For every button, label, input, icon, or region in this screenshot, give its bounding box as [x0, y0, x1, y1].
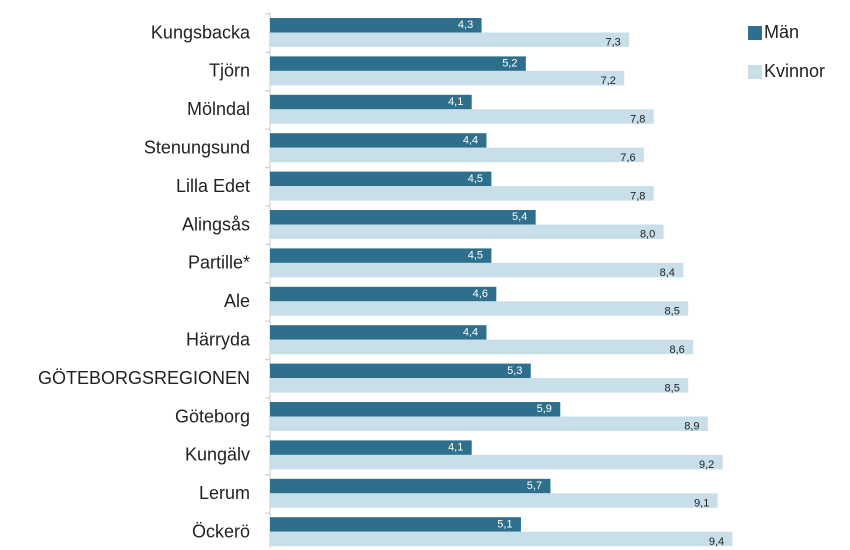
bar: [270, 18, 482, 33]
value-label: 9,4: [709, 536, 724, 548]
bar: [270, 325, 487, 340]
value-label: 4,1: [448, 96, 463, 108]
bar: [270, 94, 472, 110]
bar: [270, 339, 694, 355]
bar: [270, 133, 487, 148]
bar: [270, 147, 644, 163]
category-label: Göteborg: [175, 406, 250, 426]
value-label: 8,5: [665, 382, 680, 394]
bar: [270, 186, 654, 201]
bar: [270, 70, 625, 86]
legend-swatch: [748, 26, 762, 40]
bar: [270, 56, 526, 71]
bar: [270, 478, 551, 494]
value-label: 5,4: [512, 211, 527, 223]
category-label: Alingsås: [182, 214, 250, 234]
value-label: 7,2: [601, 75, 616, 87]
value-label: 4,6: [473, 288, 488, 300]
category-label: Lerum: [199, 483, 250, 503]
value-label: 5,3: [507, 365, 522, 377]
value-label: 5,2: [502, 58, 517, 70]
bar: [270, 32, 630, 47]
bar: [270, 531, 733, 547]
category-label: Tjörn: [209, 61, 250, 81]
bar: [270, 301, 689, 316]
bar: [270, 262, 684, 278]
legend-label: Män: [764, 22, 799, 42]
bar: [270, 493, 718, 508]
category-label: Kungsbacka: [151, 22, 251, 42]
value-label: 4,5: [468, 173, 483, 185]
bar: [270, 210, 536, 225]
category-label: Partille*: [188, 253, 250, 273]
bar: [270, 440, 472, 455]
value-label: 7,8: [630, 190, 645, 202]
bar: [270, 248, 492, 263]
legend-label: Kvinnor: [764, 61, 825, 81]
bar: [270, 286, 497, 302]
value-label: 7,8: [630, 113, 645, 125]
value-label: 8,4: [660, 267, 675, 279]
category-label: Lilla Edet: [176, 176, 250, 196]
value-label: 5,1: [497, 518, 512, 530]
bar: [270, 378, 689, 393]
value-label: 8,6: [669, 344, 684, 356]
value-label: 4,1: [448, 442, 463, 454]
legend-swatch: [748, 65, 762, 79]
value-label: 9,2: [699, 459, 714, 471]
category-label: GÖTEBORGSREGIONEN: [38, 368, 250, 388]
value-label: 8,5: [665, 305, 680, 317]
value-label: 8,0: [640, 229, 655, 241]
bar: [270, 109, 654, 124]
category-label: Ale: [224, 291, 250, 311]
bar: [270, 402, 561, 417]
category-label: Stenungsund: [144, 137, 250, 157]
value-label: 4,4: [463, 326, 478, 338]
bar: [270, 363, 531, 379]
value-label: 7,3: [606, 37, 621, 49]
category-label: Mölndal: [187, 99, 250, 119]
category-label: Kungälv: [185, 445, 250, 465]
value-label: 9,1: [694, 497, 709, 509]
value-label: 7,6: [620, 152, 635, 164]
category-label: Öckerö: [192, 521, 250, 541]
value-label: 4,3: [458, 19, 473, 31]
value-label: 8,9: [684, 421, 699, 433]
bar: [270, 224, 664, 239]
bar: [270, 517, 521, 532]
bar: [270, 454, 723, 470]
value-label: 4,5: [468, 250, 483, 262]
bar: [270, 416, 708, 431]
value-label: 5,7: [527, 480, 542, 492]
value-label: 5,9: [537, 403, 552, 415]
bar: [270, 171, 492, 187]
category-label: Härryda: [186, 329, 251, 349]
value-label: 4,4: [463, 134, 478, 146]
